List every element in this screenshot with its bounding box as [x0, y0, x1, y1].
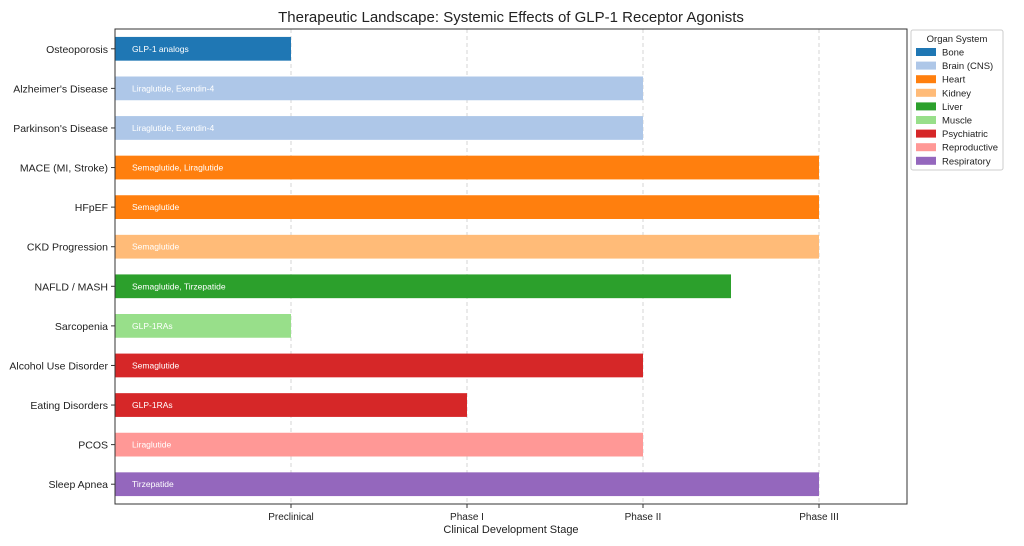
- bar-label: GLP-1RAs: [132, 321, 173, 331]
- plot-frame: [114, 28, 908, 505]
- bar: [115, 36, 291, 61]
- x-tick-label: Preclinical: [268, 512, 314, 523]
- legend-entry: Liver: [942, 102, 963, 113]
- bar: [115, 393, 467, 417]
- legend-entry: Reproductive: [942, 143, 998, 154]
- grid-lines: [290, 29, 820, 504]
- y-tick-label: Osteoporosis: [46, 44, 108, 56]
- legend-entry: Kidney: [942, 88, 971, 99]
- x-tick-label: Phase II: [625, 512, 662, 523]
- legend-swatch: [916, 129, 936, 138]
- bar-label: Liraglutide: [132, 440, 171, 450]
- bar: [115, 274, 731, 299]
- legend-swatch: [916, 61, 936, 70]
- bar: [115, 155, 819, 180]
- y-tick-label: Parkinson's Disease: [13, 123, 108, 135]
- y-tick-label: Alzheimer's Disease: [13, 83, 108, 95]
- legend-entry: Muscle: [942, 116, 972, 127]
- legend-swatch: [916, 102, 936, 111]
- bar: [115, 472, 819, 497]
- bar: [115, 116, 643, 140]
- legend-entry: Heart: [942, 75, 966, 86]
- y-tick-label: NAFLD / MASH: [34, 281, 108, 293]
- x-tick-label: Phase I: [450, 512, 484, 523]
- x-axis-label: Clinical Development Stage: [443, 524, 578, 536]
- y-tick-label: Eating Disorders: [30, 400, 108, 412]
- y-tick-label: Sleep Apnea: [48, 479, 108, 491]
- y-tick-label: HFpEF: [75, 202, 108, 214]
- bar: [115, 314, 291, 338]
- bar-label: GLP-1RAs: [132, 400, 173, 410]
- legend-title: Organ System: [927, 34, 988, 45]
- bar-label: Liraglutide, Exendin-4: [132, 83, 214, 93]
- legend-entry: Brain (CNS): [942, 61, 993, 72]
- bar-label: Liraglutide, Exendin-4: [132, 123, 214, 133]
- y-axis: Osteoporosis Alzheimer's Disease Parkinson…: [9, 44, 115, 491]
- legend-swatch: [916, 116, 936, 124]
- bar-label: Semaglutide: [132, 360, 180, 370]
- bar: [115, 432, 643, 457]
- legend-entry: Psychiatric: [942, 129, 988, 140]
- chart-title: Therapeutic Landscape: Systemic Effects …: [278, 9, 744, 26]
- bar: [115, 353, 643, 378]
- legend-swatch: [916, 48, 936, 56]
- y-tick-label: MACE (MI, Stroke): [20, 163, 108, 175]
- bar-label: Tirzepatide: [132, 479, 174, 489]
- y-tick-label: CKD Progression: [27, 242, 108, 254]
- x-tick-label: Phase III: [799, 512, 838, 523]
- legend-swatch: [916, 88, 936, 97]
- bar: [115, 76, 643, 101]
- x-axis: Preclinical Phase I Phase II Phase III: [268, 504, 839, 523]
- legend-swatch: [916, 156, 936, 165]
- bar-label: Semaglutide, Liraglutide: [132, 163, 223, 173]
- bar: [115, 234, 819, 259]
- y-tick-label: PCOS: [78, 440, 108, 452]
- legend-entry: Respiratory: [942, 156, 991, 167]
- bars: GLP-1 analogs Liraglutide, Exendin-4 Lirag…: [115, 36, 819, 497]
- legend-swatch: [916, 75, 936, 84]
- bar-label: GLP-1 analogs: [132, 44, 189, 54]
- y-tick-label: Sarcopenia: [55, 321, 108, 333]
- bar: [115, 195, 819, 219]
- legend-entry: Bone: [942, 48, 964, 59]
- y-tick-label: Alcohol Use Disorder: [9, 360, 108, 372]
- bar-label: Semaglutide: [132, 202, 180, 212]
- bar-label: Semaglutide, Tirzepatide: [132, 281, 226, 291]
- legend: Organ System Bone Brain (CNS) Heart Kidney L…: [910, 29, 1004, 171]
- legend-swatch: [916, 143, 936, 152]
- bar-label: Semaglutide: [132, 242, 180, 252]
